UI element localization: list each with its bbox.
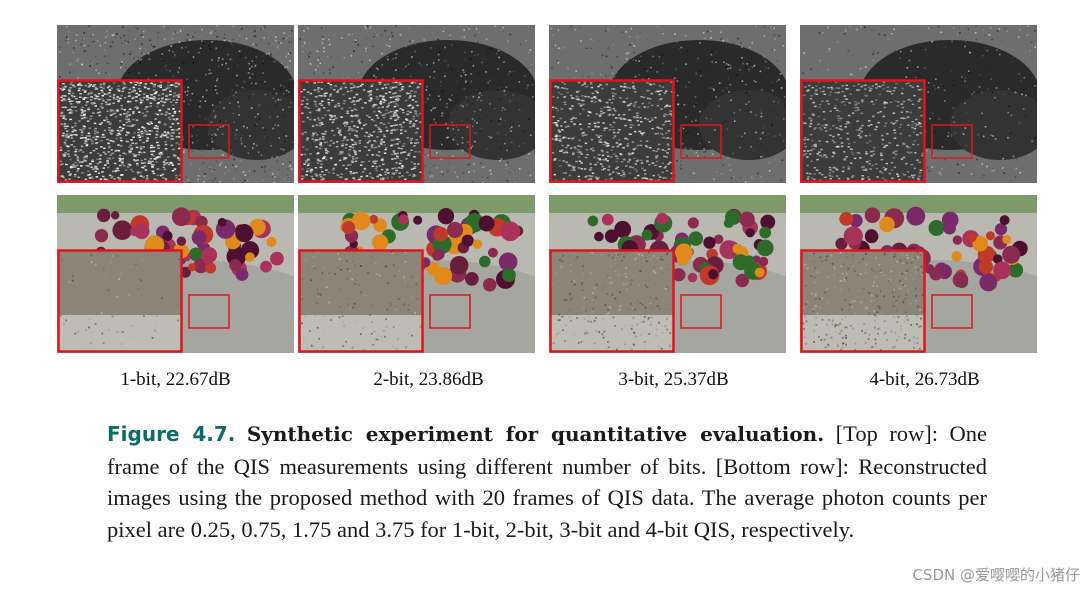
panel-top-1bit bbox=[57, 25, 294, 183]
figure-caption: Figure 4.7. Synthetic experiment for qua… bbox=[107, 418, 987, 545]
label-3bit: 3-bit, 25.37dB bbox=[618, 369, 729, 390]
label-1bit: 1-bit, 22.67dB bbox=[120, 369, 231, 390]
watermark: CSDN @爱嘤嘤的小猪仔 bbox=[912, 566, 1080, 584]
figure-body: [Top row]: One frame of the QIS measurem… bbox=[107, 421, 988, 542]
panel-bottom-4bit bbox=[800, 195, 1037, 353]
panel-bottom-2bit bbox=[298, 195, 535, 353]
label-4bit: 4-bit, 26.73dB bbox=[869, 369, 980, 390]
panel-top-3bit bbox=[549, 25, 786, 183]
panel-top-2bit bbox=[298, 25, 535, 183]
panel-top-4bit bbox=[800, 25, 1037, 183]
panel-bottom-1bit bbox=[57, 195, 294, 353]
label-2bit: 2-bit, 23.86dB bbox=[373, 369, 484, 390]
figure-title: Synthetic experiment for quantitative ev… bbox=[246, 422, 825, 446]
panel-bottom-3bit bbox=[549, 195, 786, 353]
figure-number: Figure 4.7. bbox=[107, 422, 236, 446]
